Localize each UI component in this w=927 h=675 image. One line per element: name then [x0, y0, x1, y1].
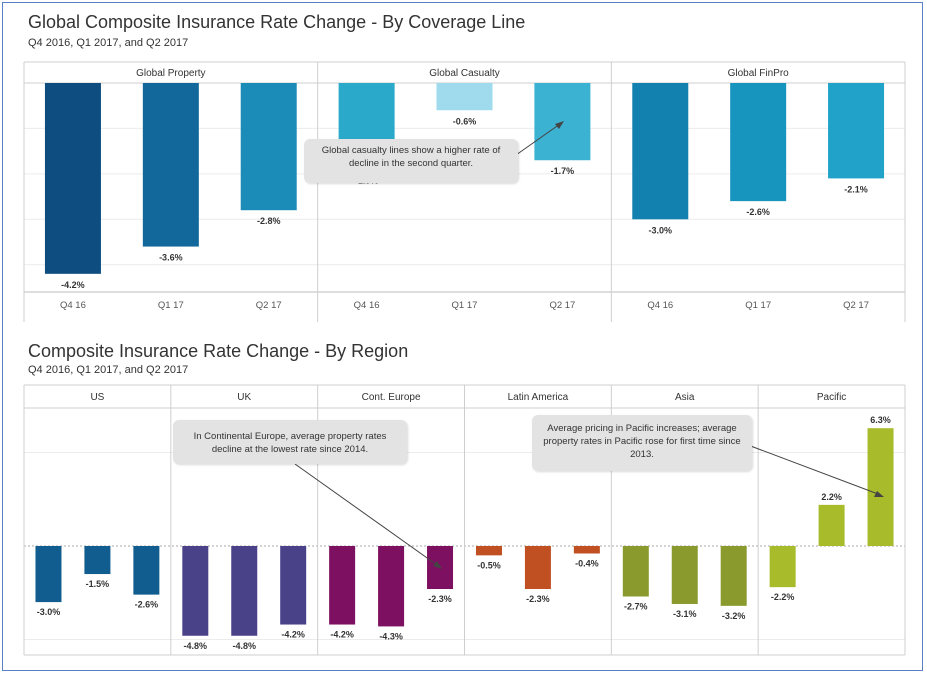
- chart1-data-label: -3.6%: [159, 253, 183, 263]
- chart2-subtitle: Q4 2016, Q1 2017, and Q2 2017: [28, 364, 189, 376]
- pacific-annotation: Average pricing in Pacific increases; av…: [532, 415, 752, 471]
- casualty-annotation: Global casualty lines show a higher rate…: [304, 139, 518, 183]
- chart2-panel-header: Pacific: [817, 392, 846, 403]
- chart2-panel-header: Latin America: [508, 392, 569, 403]
- chart1-panel-header: Global FinPro: [728, 68, 790, 79]
- chart1-tick-label: Q1 17: [158, 300, 184, 311]
- chart2-bar: [378, 546, 405, 627]
- chart2-data-label: -4.8%: [232, 641, 256, 651]
- chart2-bar: [280, 546, 307, 625]
- chart2-data-label: -1.5%: [86, 579, 110, 589]
- chart1-data-label: -1.7%: [551, 166, 575, 176]
- chart2-data-label: -0.5%: [477, 560, 501, 570]
- chart2-bar: [720, 546, 747, 606]
- chart2-panel-header: Cont. Europe: [362, 392, 421, 403]
- chart2-data-label: -2.7%: [624, 601, 648, 611]
- chart1-tick-label: Q4 16: [60, 300, 86, 311]
- chart2-title: Composite Insurance Rate Change - By Reg…: [28, 341, 409, 361]
- chart2-data-label: -3.0%: [37, 607, 61, 617]
- chart2-bar: [35, 546, 62, 603]
- chart2-data-label: -2.6%: [135, 600, 159, 610]
- chart2-bar: [84, 546, 111, 575]
- chart2-data-label: 2.2%: [821, 492, 842, 502]
- chart2-bar: [818, 504, 845, 546]
- chart1-tick-label: Q2 17: [549, 300, 575, 311]
- chart2-bar: [182, 546, 209, 636]
- pacific-annotation-arrow: [747, 444, 879, 495]
- chart1-panel-header: Global Casualty: [429, 68, 500, 79]
- chart1-tick-label: Q2 17: [843, 300, 869, 311]
- chart1-bar: [632, 83, 689, 220]
- chart2-bar: [769, 546, 796, 588]
- chart2-bar: [133, 546, 160, 595]
- chart1-data-label: -2.8%: [257, 216, 281, 226]
- chart2-data-label: -2.3%: [428, 594, 452, 604]
- chart1-data-label: -3.0%: [649, 225, 673, 235]
- chart2-data-label: -0.4%: [575, 558, 599, 568]
- chart1-annotation-arrow: [515, 123, 561, 156]
- chart1-tick-label: Q1 17: [452, 300, 478, 311]
- chart1-data-label: -2.6%: [746, 207, 770, 217]
- europe-annotation-arrow: [294, 463, 438, 566]
- chart2-panel-header: UK: [237, 392, 251, 403]
- chart2-data-label: -3.1%: [673, 609, 697, 619]
- chart2-panel-header: US: [90, 392, 104, 403]
- chart1-bar: [44, 83, 101, 274]
- chart2-data-label: -4.8%: [184, 641, 208, 651]
- chart2-data-label: -4.2%: [330, 630, 354, 640]
- chart1-tick-label: Q4 16: [354, 300, 380, 311]
- chart1-data-label: -2.1%: [844, 184, 868, 194]
- chart2-bar: [524, 546, 551, 590]
- chart1-bar: [240, 83, 297, 211]
- chart2-data-label: -2.3%: [526, 594, 550, 604]
- chart2-data-label: 6.3%: [870, 415, 891, 425]
- chart1-tick-label: Q2 17: [256, 300, 282, 311]
- chart1-title: Global Composite Insurance Rate Change -…: [28, 12, 526, 32]
- chart2-bar: [867, 428, 894, 546]
- chart2-data-label: -4.2%: [281, 630, 305, 640]
- chart2-data-label: -4.3%: [379, 631, 403, 641]
- chart1-data-label: -0.6%: [453, 116, 477, 126]
- chart1-bar: [730, 83, 787, 202]
- chart1-panel-header: Global Property: [136, 68, 205, 79]
- chart2-bar: [231, 546, 258, 636]
- chart1-arrowhead: [555, 121, 564, 129]
- chart2-data-label: -2.2%: [771, 592, 795, 602]
- chart1-data-label: -4.2%: [61, 280, 85, 290]
- chart1-bar: [828, 83, 885, 179]
- chart2-bar: [622, 546, 649, 597]
- chart1-bar: [142, 83, 199, 247]
- chart2-bar: [329, 546, 356, 625]
- europe-arrowhead: [433, 561, 442, 569]
- europe-annotation: In Continental Europe, average property …: [173, 420, 407, 464]
- chart1-subtitle: Q4 2016, Q1 2017, and Q2 2017: [28, 37, 189, 49]
- pacific-arrowhead: [874, 491, 884, 497]
- chart2-bar: [475, 546, 502, 556]
- chart1-tick-label: Q4 16: [647, 300, 673, 311]
- chart2-bar: [573, 546, 600, 554]
- chart2-bar: [671, 546, 698, 604]
- chart1-tick-label: Q1 17: [745, 300, 771, 311]
- chart2-panel-header: Asia: [675, 392, 695, 403]
- chart1-bar: [436, 83, 493, 111]
- chart2-data-label: -3.2%: [722, 611, 746, 621]
